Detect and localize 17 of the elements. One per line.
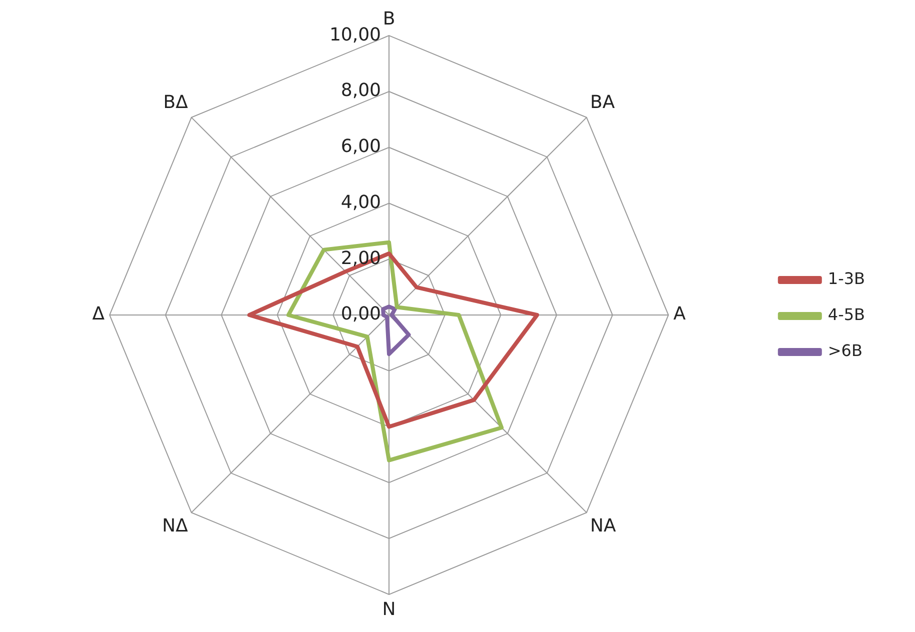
spoke-label: BΔ — [163, 92, 189, 113]
spoke-label: Δ — [92, 304, 106, 325]
spoke-label: B — [382, 8, 396, 30]
legend-label: 1-3B — [828, 269, 865, 288]
y-tick-label: 10,00 — [329, 24, 381, 46]
y-tick-label: 2,00 — [340, 248, 381, 269]
spoke-label: NA — [590, 516, 617, 537]
legend-label: >6B — [828, 341, 862, 360]
legend-label: 4-5B — [828, 305, 865, 324]
y-tick-label: 8,00 — [340, 80, 381, 102]
spoke-label: N — [382, 598, 396, 620]
spoke-label: BA — [590, 92, 616, 113]
spoke-label: A — [673, 304, 686, 325]
y-tick-label: 6,00 — [340, 136, 381, 158]
y-tick-label: 4,00 — [340, 192, 381, 213]
spoke-label: NΔ — [162, 516, 189, 537]
y-tick-label: 0,00 — [340, 304, 381, 325]
